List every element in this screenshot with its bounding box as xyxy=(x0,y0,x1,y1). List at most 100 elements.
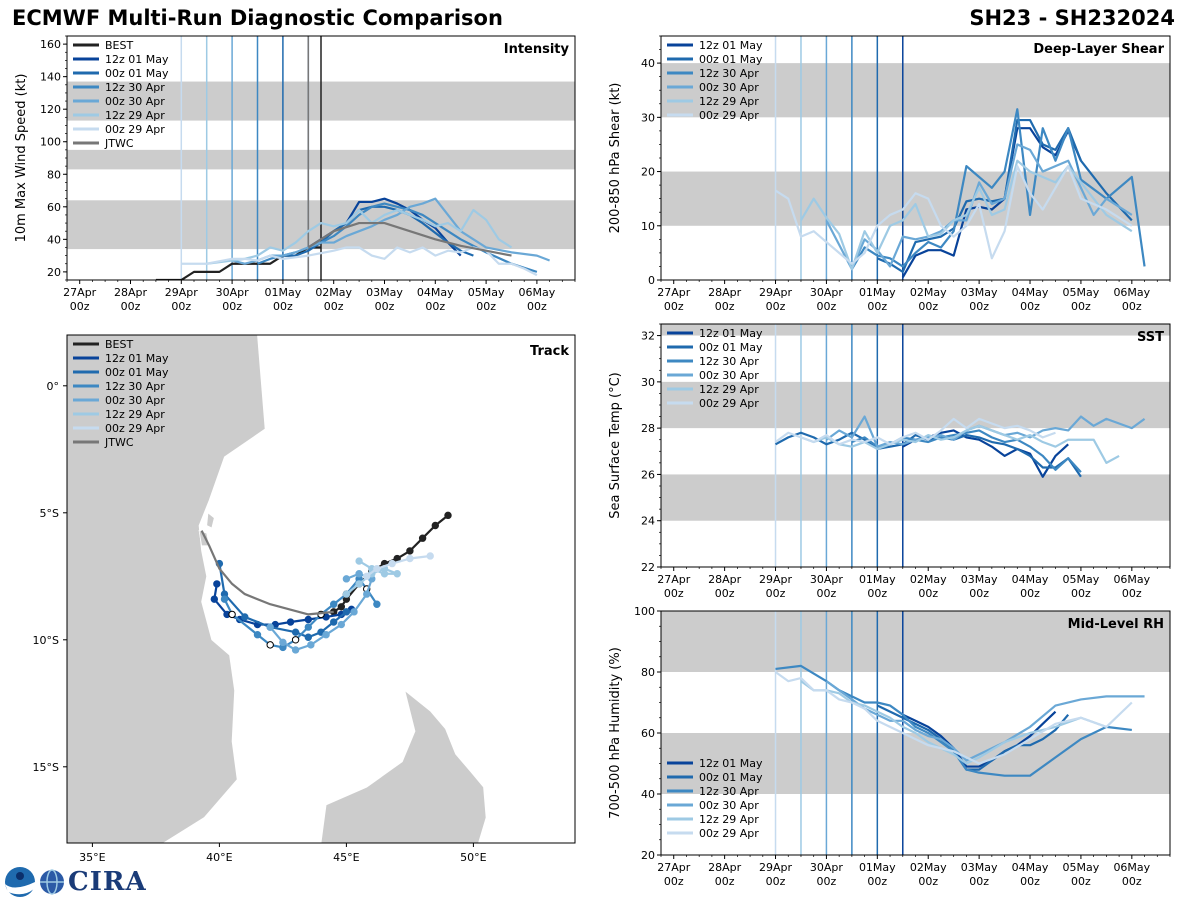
track-point-12z-30-apr xyxy=(253,631,262,639)
track-point-00z-01-may xyxy=(291,628,300,636)
lat-tick-label: 5°S xyxy=(40,507,59,520)
track-point-12z-01-may xyxy=(286,618,295,626)
sst-plot-area xyxy=(661,324,1170,567)
track-point-12z-29-apr xyxy=(355,557,363,565)
lon-tick-label: 35°E xyxy=(79,851,105,864)
x-tick-label-date: 04May xyxy=(1012,573,1049,586)
track-point-12z-01-may xyxy=(304,615,312,624)
x-tick-label-date: 28Apr xyxy=(708,861,742,874)
x-tick-label-hour: 00z xyxy=(1071,300,1091,313)
legend-label-best: BEST xyxy=(105,338,133,351)
legend-label-00z-01-may: 00z 01 May xyxy=(699,771,763,784)
x-tick-label-date: 02May xyxy=(315,286,352,299)
legend-label-00z-01-may: 00z 01 May xyxy=(105,366,169,379)
legend-label-12z-01-may: 12z 01 May xyxy=(699,327,763,340)
x-tick-label-hour: 00z xyxy=(867,875,887,888)
x-tick-label-date: 30Apr xyxy=(810,573,844,586)
intensity-plot-area xyxy=(67,36,575,280)
x-tick-label-hour: 00z xyxy=(171,300,191,313)
x-tick-label-date: 27Apr xyxy=(657,573,691,586)
x-tick-label-date: 05May xyxy=(1063,573,1100,586)
x-tick-label-date: 30Apr xyxy=(216,286,250,299)
sst-panel: 22242628303227Apr00z28Apr00z29Apr00z30Ap… xyxy=(608,323,1171,600)
x-tick-label-date: 27Apr xyxy=(657,286,691,299)
track-point-00z-30-apr xyxy=(342,575,351,583)
track-point-best xyxy=(418,534,427,542)
track-point-00z-30-apr xyxy=(291,646,300,654)
rh-y-axis-label: 700-500 hPa Humidity (%) xyxy=(608,647,623,819)
legend-label-00z-29-apr: 00z 29 Apr xyxy=(699,827,759,840)
x-tick-label-date: 05May xyxy=(1063,861,1100,874)
x-tick-label-hour: 00z xyxy=(664,300,684,313)
y-tick-label: 120 xyxy=(40,103,61,116)
x-tick-label-hour: 00z xyxy=(476,300,496,313)
x-tick-label-hour: 00z xyxy=(1020,587,1040,600)
track-point-00z-29-apr xyxy=(373,564,381,573)
legend-label-12z-29-apr: 12z 29 Apr xyxy=(699,383,759,396)
series-line-00z-30-apr xyxy=(231,197,550,265)
x-tick-label-hour: 00z xyxy=(222,300,242,313)
lat-tick-label: 15°S xyxy=(33,761,59,774)
y-tick-label: 24 xyxy=(641,515,655,528)
y-tick-label: 28 xyxy=(641,422,655,435)
x-tick-label-hour: 00z xyxy=(527,300,547,313)
legend-label-00z-01-may: 00z 01 May xyxy=(699,341,763,354)
track-point-best xyxy=(406,547,414,555)
track-panel: 35°E 40°E 45°E 50°E0°5°S10°S15°STrackBEST12… xyxy=(33,334,576,864)
track-point-00z-30-apr xyxy=(279,638,287,647)
y-tick-label: 40 xyxy=(47,233,61,246)
track-point-12z-29-apr xyxy=(355,580,363,588)
x-tick-label-date: 29Apr xyxy=(759,573,793,586)
x-tick-label-date: 06May xyxy=(1113,286,1150,299)
shear-panel-title: Deep-Layer Shear xyxy=(1033,42,1164,57)
x-tick-label-hour: 00z xyxy=(766,875,786,888)
lon-tick-label: 40°E xyxy=(206,851,232,864)
track-point-12z-29-apr xyxy=(342,590,351,598)
x-tick-label-date: 02May xyxy=(910,286,947,299)
shear-y-axis-label: 200-850 hPa Shear (kt) xyxy=(608,83,623,234)
series-line-12z-30-apr xyxy=(850,108,1146,270)
x-tick-label-date: 27Apr xyxy=(63,286,97,299)
x-tick-label-date: 01May xyxy=(859,861,896,874)
globe-icon xyxy=(40,869,64,895)
track-panel-title: Track xyxy=(530,344,569,359)
x-tick-label-hour: 00z xyxy=(766,587,786,600)
legend-label-12z-01-may: 12z 01 May xyxy=(105,53,169,66)
track-point-best xyxy=(431,521,439,530)
series-line-12z-29-apr xyxy=(800,680,1107,765)
series-line-00z-29-apr xyxy=(774,671,1133,765)
y-tick-label: 30 xyxy=(641,111,655,124)
y-tick-label: 80 xyxy=(641,666,655,679)
x-tick-label-hour: 00z xyxy=(969,875,989,888)
x-tick-label-hour: 00z xyxy=(324,300,344,313)
track-point-best xyxy=(337,603,346,611)
track-point-12z-01-may xyxy=(213,580,221,588)
x-tick-label-hour: 00z xyxy=(70,300,90,313)
x-tick-label-date: 03May xyxy=(961,861,998,874)
legend-label-12z-29-apr: 12z 29 Apr xyxy=(699,95,759,108)
intensity-y-axis-label: 10m Max Wind Speed (kt) xyxy=(14,74,29,243)
y-tick-label: 20 xyxy=(47,266,61,279)
x-tick-label-date: 06May xyxy=(1113,861,1150,874)
track-point-00z-29-apr xyxy=(363,572,371,580)
shaded-band xyxy=(661,611,1170,672)
shaded-band xyxy=(661,324,1170,336)
x-tick-label-hour: 00z xyxy=(1071,875,1091,888)
legend-label-12z-30-apr: 12z 30 Apr xyxy=(105,380,165,393)
x-tick-label-date: 01May xyxy=(859,286,896,299)
rh-plot-area xyxy=(661,611,1170,855)
x-tick-label-hour: 00z xyxy=(918,300,938,313)
track-point-00z-01-may xyxy=(342,608,351,616)
track-point-12z-01-may xyxy=(210,595,219,603)
figure-title: ECMWF Multi-Run Diagnostic Comparison xyxy=(12,6,503,30)
track-point-12z-30-apr xyxy=(228,610,236,619)
y-tick-label: 0 xyxy=(648,274,655,287)
x-tick-label-hour: 00z xyxy=(273,300,293,313)
x-tick-label-date: 27Apr xyxy=(657,861,691,874)
x-tick-label-hour: 00z xyxy=(918,587,938,600)
lat-tick-label: 0° xyxy=(47,380,60,393)
x-tick-label-hour: 00z xyxy=(1071,587,1091,600)
y-tick-label: 140 xyxy=(40,71,61,84)
y-tick-label: 100 xyxy=(634,605,655,618)
cira-logo-text: CIRA xyxy=(68,867,147,897)
